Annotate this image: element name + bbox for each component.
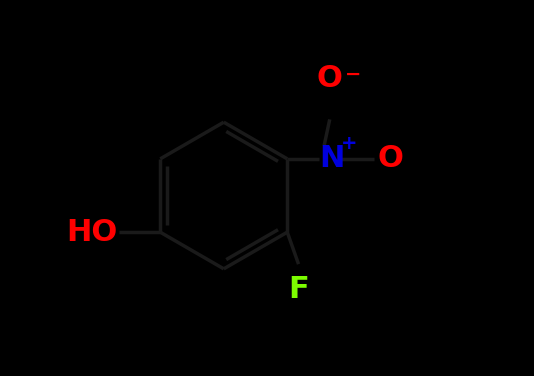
Text: O: O (378, 144, 403, 173)
Text: F: F (288, 275, 309, 305)
Text: N: N (319, 144, 344, 173)
Text: −: − (345, 65, 361, 84)
Text: +: + (341, 134, 358, 153)
Text: HO: HO (66, 218, 117, 247)
Text: O: O (317, 64, 343, 93)
